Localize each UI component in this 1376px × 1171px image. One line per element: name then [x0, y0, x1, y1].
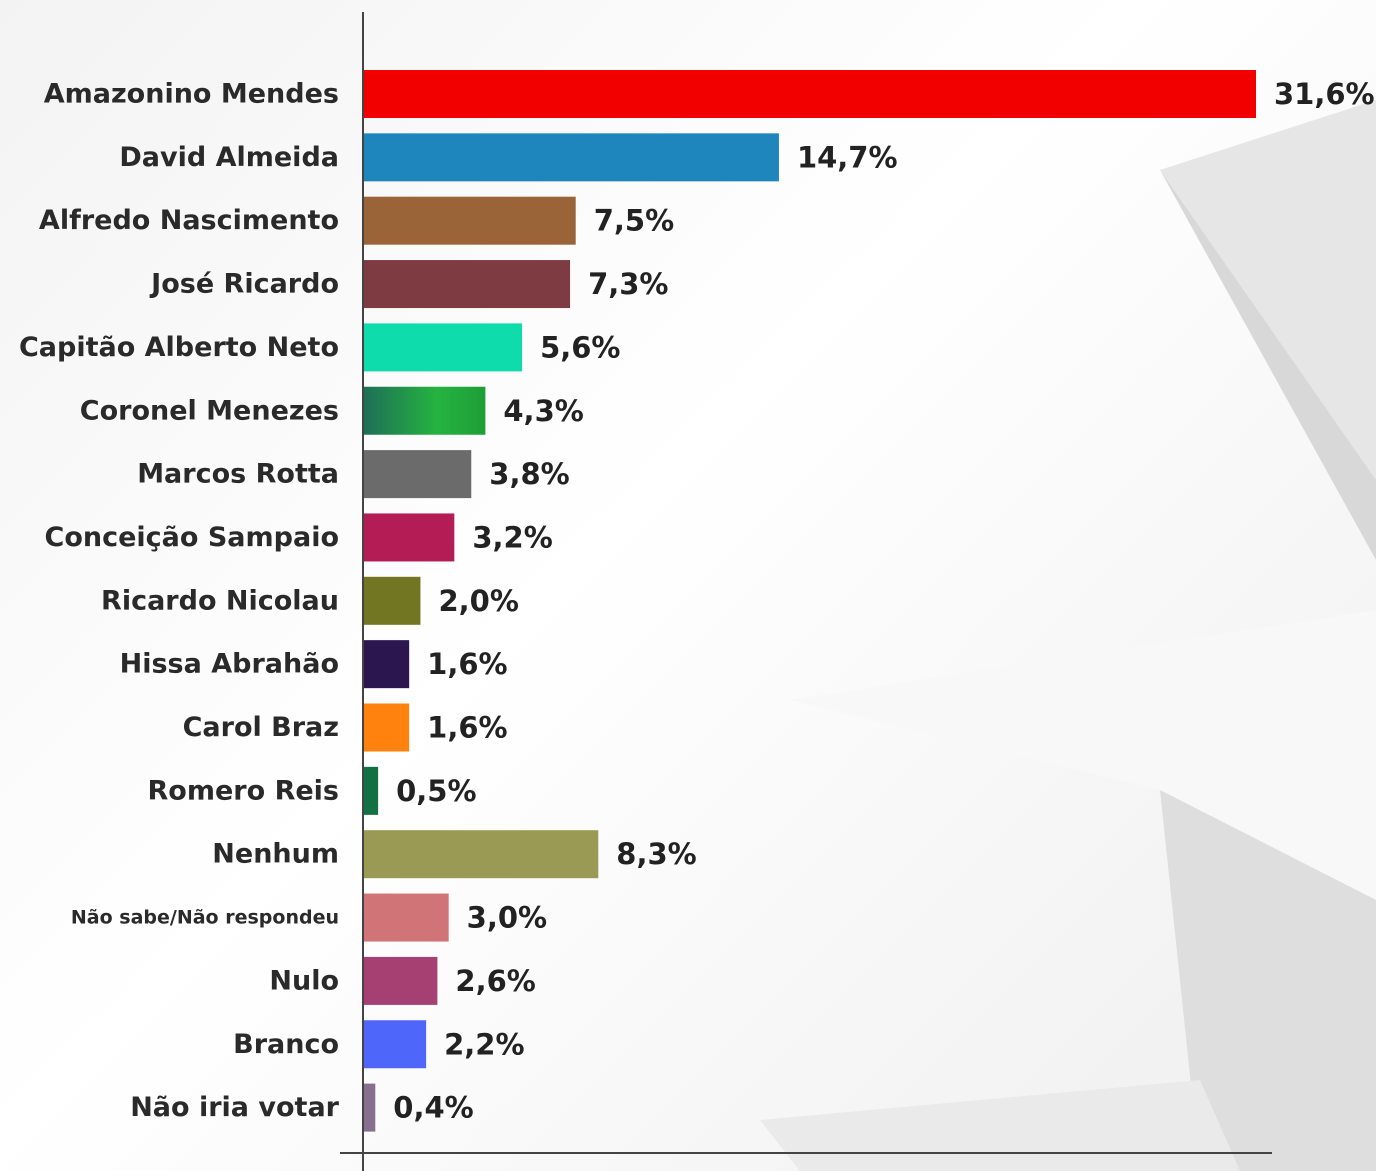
- bar: [364, 70, 1256, 118]
- value-label: 2,2%: [444, 1027, 524, 1061]
- bar: [364, 703, 410, 752]
- value-label: 1,6%: [427, 647, 507, 681]
- value-label: 3,8%: [489, 457, 569, 491]
- value-label: 31,6%: [1274, 77, 1375, 111]
- value-label: 3,2%: [472, 520, 552, 554]
- bars-layer: Amazonino Mendes 31,6% David Almeida 14,7% A…: [19, 70, 1375, 1132]
- category-label: Carol Braz: [183, 712, 339, 743]
- bar: [364, 1020, 427, 1069]
- value-label: 7,3%: [588, 267, 668, 301]
- bar: [364, 513, 455, 562]
- bar: [364, 260, 571, 309]
- value-label: 4,3%: [503, 394, 583, 428]
- category-label: Nulo: [269, 965, 339, 996]
- bar: [364, 956, 438, 1005]
- category-label: Romero Reis: [148, 775, 339, 806]
- category-label: Coronel Menezes: [80, 395, 339, 426]
- category-label: Hissa Abrahão: [120, 649, 339, 680]
- bar: [364, 576, 421, 625]
- category-label: Branco: [233, 1029, 339, 1060]
- category-label: Capitão Alberto Neto: [19, 332, 339, 363]
- category-label: José Ricardo: [149, 269, 339, 300]
- value-label: 0,4%: [393, 1091, 473, 1125]
- value-label: 3,0%: [467, 901, 547, 935]
- value-label: 2,6%: [455, 964, 535, 998]
- bar: [364, 450, 472, 499]
- bar: [364, 323, 523, 372]
- category-label: Alfredo Nascimento: [39, 205, 339, 236]
- value-label: 8,3%: [616, 837, 696, 871]
- value-label: 2,0%: [438, 584, 518, 618]
- bar: [364, 766, 379, 815]
- bar: [364, 830, 599, 879]
- category-label: Não iria votar: [130, 1092, 339, 1123]
- bar: [364, 1083, 376, 1132]
- bar: [364, 640, 410, 689]
- value-label: 7,5%: [594, 204, 674, 238]
- bar: [364, 893, 449, 942]
- bar: [364, 196, 576, 245]
- category-label: Marcos Rotta: [137, 459, 339, 490]
- category-label: Nenhum: [212, 839, 339, 870]
- value-label: 5,6%: [540, 330, 620, 364]
- value-label: 0,5%: [396, 774, 476, 808]
- bar: [364, 386, 486, 435]
- bar: [364, 133, 779, 182]
- category-label: Conceição Sampaio: [45, 522, 339, 553]
- category-label: David Almeida: [119, 142, 339, 173]
- category-label: Não sabe/Não respondeu: [71, 907, 339, 929]
- category-label: Amazonino Mendes: [44, 79, 339, 110]
- value-label: 14,7%: [797, 140, 898, 174]
- value-label: 1,6%: [427, 711, 507, 745]
- category-label: Ricardo Nicolau: [101, 585, 339, 616]
